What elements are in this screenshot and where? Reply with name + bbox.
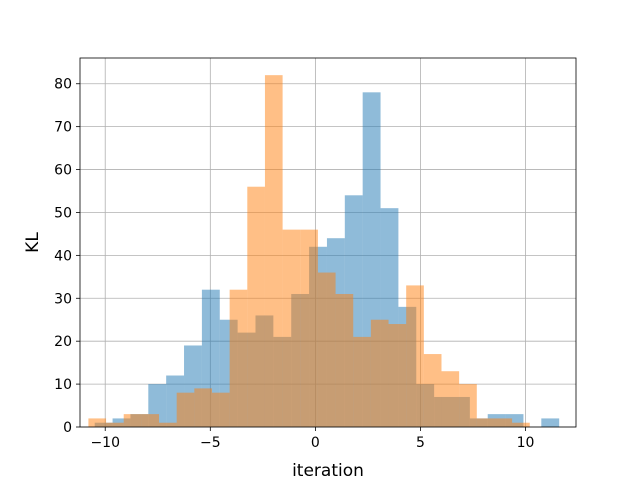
plot-area-frame <box>79 57 577 428</box>
bars-layer <box>88 75 560 428</box>
histogram-bar-series-2 <box>388 324 407 427</box>
y-tick-label: 30 <box>54 291 72 307</box>
histogram-bar-series-2 <box>423 354 442 427</box>
histogram-bar-series-2 <box>141 414 160 427</box>
histogram-bar-series-1 <box>541 418 560 427</box>
y-tick-label: 60 <box>54 163 72 179</box>
histogram-bar-series-2 <box>282 229 301 427</box>
histogram-bar-series-2 <box>353 336 371 427</box>
histogram-bar-series-2 <box>317 272 336 427</box>
histogram-bar-series-2 <box>459 384 477 427</box>
ticks-layer: −10 −5 0 5 10 0 10 20 30 40 50 60 70 80 <box>54 77 534 451</box>
histogram-bar-series-2 <box>512 422 530 427</box>
y-tick-label: 40 <box>54 248 72 264</box>
histogram-bar-series-2 <box>123 414 142 427</box>
y-tick-label: 80 <box>54 77 72 93</box>
histogram-bar-series-2 <box>88 418 107 427</box>
histogram-bar-series-2 <box>194 388 212 427</box>
x-tick-label: 10 <box>517 435 535 451</box>
histogram-bar-series-2 <box>406 285 424 427</box>
x-tick-label: 0 <box>311 435 320 451</box>
histogram-bar-series-2 <box>229 289 248 427</box>
histogram-bar-series-2 <box>247 186 265 427</box>
x-tick-label: 5 <box>416 435 425 451</box>
histogram-bar-series-2 <box>335 293 354 427</box>
histogram-bar-series-2 <box>476 418 495 427</box>
histogram-bar-series-2 <box>441 371 460 427</box>
x-tick-label: −10 <box>90 435 120 451</box>
y-tick-label: 0 <box>63 420 72 436</box>
histogram-bar-series-2 <box>494 418 513 427</box>
histogram-bar-series-2 <box>264 75 283 428</box>
y-axis-title: KL <box>23 232 43 253</box>
histogram-bar-series-2 <box>211 392 230 427</box>
histogram-bar-series-2 <box>300 229 318 427</box>
histogram-bar-series-2 <box>106 422 124 427</box>
x-tick-label: −5 <box>200 435 221 451</box>
y-tick-label: 20 <box>54 334 72 350</box>
histogram-bar-series-2 <box>176 392 195 427</box>
y-tick-label: 70 <box>54 120 72 136</box>
histogram-bar-series-2 <box>370 319 389 427</box>
y-tick-label: 10 <box>54 377 72 393</box>
y-tick-label: 50 <box>54 205 72 221</box>
histogram-bar-series-2 <box>159 422 177 427</box>
x-axis-title: iteration <box>292 461 364 480</box>
